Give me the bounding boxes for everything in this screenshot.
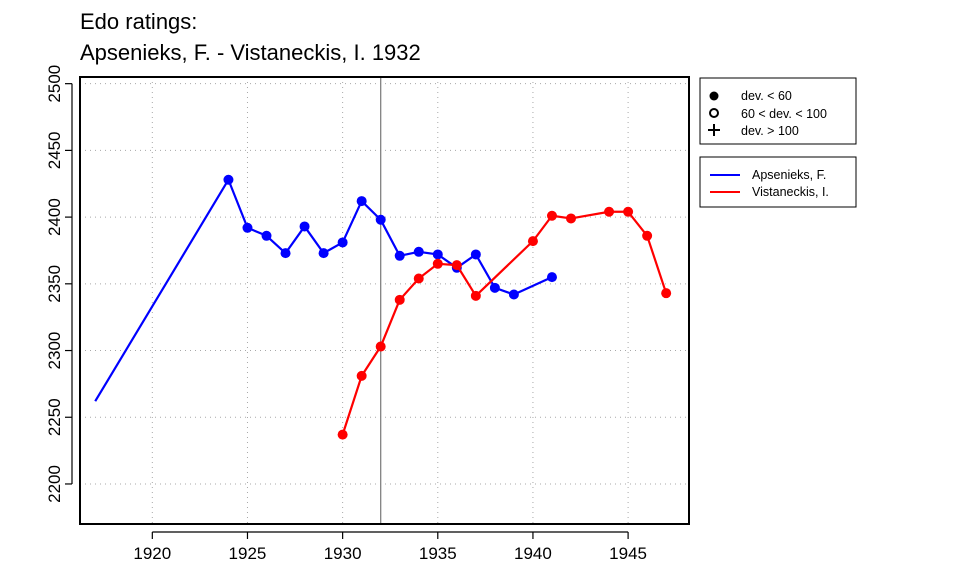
chart-title-line-2: Apsenieks, F. - Vistaneckis, I. 1932 [80,40,421,65]
x-tick-label-1940: 1940 [514,544,552,563]
data-point-0-9 [375,214,386,225]
data-point-0-4 [280,248,291,259]
data-point-1-12 [623,206,634,217]
data-point-0-8 [356,196,367,207]
data-point-0-10 [394,250,405,261]
x-tick-label-1945: 1945 [609,544,647,563]
y-tick-label-2500: 2500 [45,65,64,103]
data-point-0-3 [261,230,272,241]
x-tick-label-1925: 1925 [229,544,267,563]
data-point-1-13 [642,230,653,241]
chart-title-line-1: Edo ratings: [80,9,197,34]
marker-legend-box [699,77,857,145]
marker-legend-label-1: dev. < 60 [741,89,792,103]
series-line-1 [341,210,668,435]
data-point-0-7 [337,237,348,248]
series-line-0 [94,178,553,402]
y-tick-label-2200: 2200 [45,465,64,503]
marker-legend-label-2: 60 < dev. < 100 [741,107,827,121]
data-point-1-11 [604,206,615,217]
plot-frame [79,76,690,525]
data-point-0-1 [223,174,234,185]
data-point-1-3 [394,294,405,305]
data-point-1-2 [375,341,386,352]
y-axis: 2200 2250 2300 2350 2400 2450 2500 [45,65,73,503]
y-tick-label-2350: 2350 [45,265,64,303]
data-point-1-4 [413,273,424,284]
y-tick-label-2250: 2250 [45,398,64,436]
series-layer [94,174,672,440]
series-0 [94,174,557,402]
data-point-0-11 [413,246,424,257]
y-tick-label-2400: 2400 [45,198,64,236]
data-point-1-10 [566,213,577,224]
data-point-0-16 [508,289,519,300]
series-legend: Apsenieks, F. Vistaneckis, I. [699,156,857,208]
data-point-1-1 [356,370,367,381]
y-tick-label-2450: 2450 [45,131,64,169]
open-circle-icon [709,108,719,118]
data-point-1-14 [661,288,672,299]
series-legend-label-apsenieks: Apsenieks, F. [752,168,826,182]
data-point-1-8 [527,236,538,247]
data-point-1-0 [337,429,348,440]
plus-icon [708,124,720,136]
series-1 [337,206,672,440]
data-point-0-17 [546,272,557,283]
series-legend-box [699,156,857,208]
series-legend-label-vistaneckis: Vistaneckis, I. [752,185,829,199]
data-point-1-7 [470,290,481,301]
x-tick-label-1930: 1930 [324,544,362,563]
marker-legend: dev. < 60 60 < dev. < 100 dev. > 100 [699,77,857,145]
data-point-1-5 [432,258,443,269]
data-point-0-12 [432,249,443,260]
y-tick-label-2300: 2300 [45,332,64,370]
marker-legend-label-3: dev. > 100 [741,124,799,138]
data-point-0-5 [299,221,310,232]
chart-title-group: Edo ratings: Apsenieks, F. - Vistaneckis… [80,9,421,65]
grid-lines [80,77,689,524]
x-axis: 1920 1925 1930 1935 1940 1945 [133,531,647,563]
data-point-0-15 [489,282,500,293]
data-point-1-9 [546,210,557,221]
filled-circle-icon [709,91,719,101]
x-tick-label-1935: 1935 [419,544,457,563]
data-point-0-6 [318,248,329,259]
data-point-0-14 [470,249,481,260]
x-tick-label-1920: 1920 [133,544,171,563]
data-point-0-2 [242,222,253,233]
data-point-1-6 [451,260,462,271]
